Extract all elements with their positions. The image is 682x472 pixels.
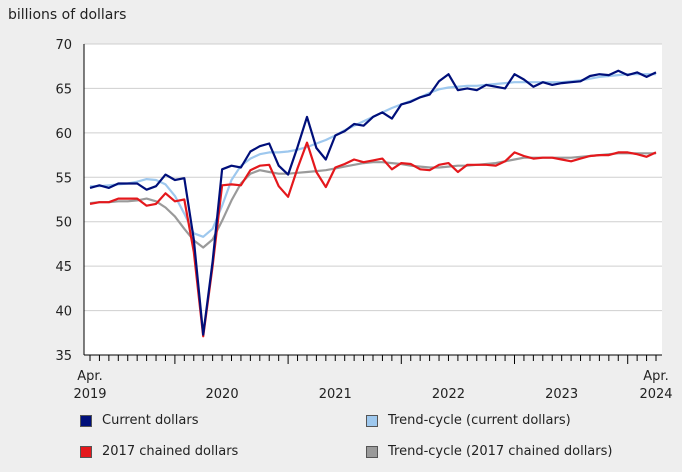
x-tick-label: 2020 (206, 387, 239, 402)
x-tick-label: 2024 (639, 387, 672, 402)
y-tick-label: 60 (55, 127, 72, 142)
series-line-current-dollars (89, 69, 657, 336)
series-line-trend-cycle-2017-chained-dollars (89, 152, 656, 249)
x-tick-label: 2021 (319, 387, 352, 402)
y-axis-title: billions of dollars (8, 7, 126, 23)
y-tick-label: 70 (55, 38, 72, 53)
x-tick-label: 2023 (545, 387, 578, 402)
x-tick-label: 2019 (73, 387, 106, 402)
y-tick-label: 35 (55, 349, 72, 364)
x-tick-label: Apr. (77, 369, 102, 384)
y-tick-label: 55 (55, 171, 72, 186)
y-tick-label: 50 (55, 216, 72, 231)
x-tick-label: 2022 (432, 387, 465, 402)
y-tick-label: 40 (55, 305, 72, 320)
y-tick-label: 65 (55, 82, 72, 97)
y-tick-label: 45 (55, 260, 72, 275)
series-line-2017-chained-dollars (89, 141, 657, 338)
plot-area (84, 44, 662, 355)
x-tick-label: Apr. (643, 369, 668, 384)
